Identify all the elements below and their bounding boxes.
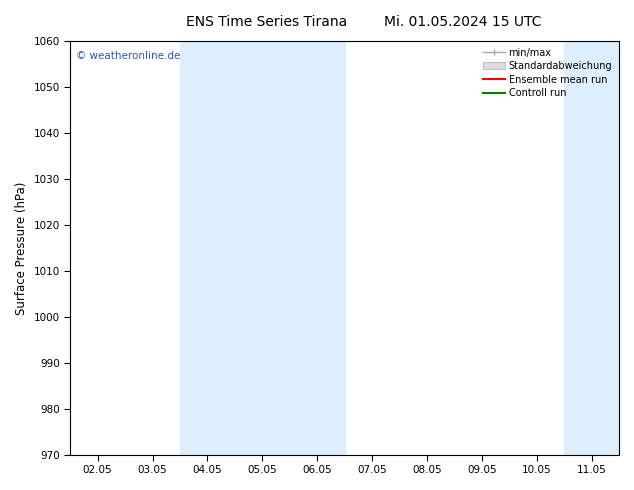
Y-axis label: Surface Pressure (hPa): Surface Pressure (hPa) (15, 181, 28, 315)
Text: ENS Time Series Tirana: ENS Time Series Tirana (186, 15, 347, 29)
Legend: min/max, Standardabweichung, Ensemble mean run, Controll run: min/max, Standardabweichung, Ensemble me… (481, 46, 614, 100)
Text: © weatheronline.de: © weatheronline.de (75, 51, 180, 61)
Text: Mi. 01.05.2024 15 UTC: Mi. 01.05.2024 15 UTC (384, 15, 541, 29)
Bar (564, 41, 634, 455)
Bar (180, 41, 345, 455)
